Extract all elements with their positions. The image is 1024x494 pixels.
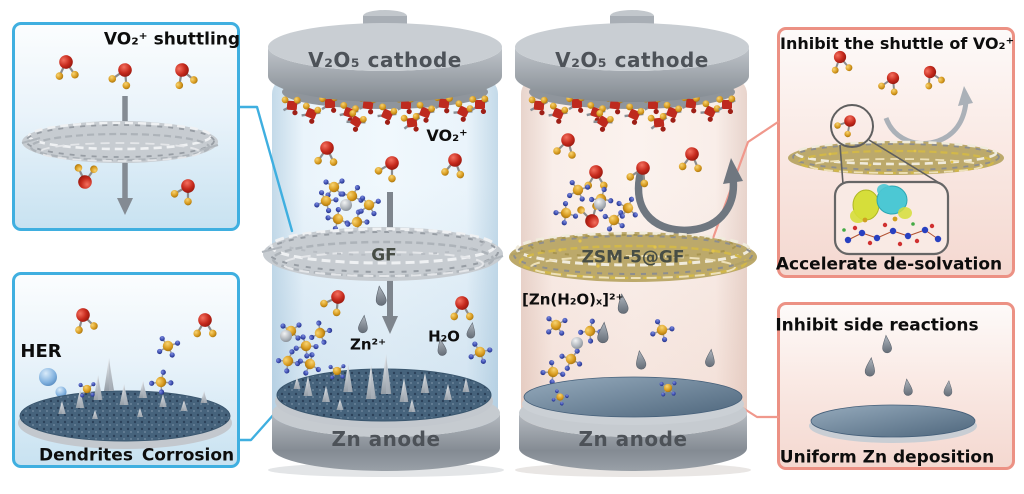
h2o-label: H₂O: [428, 327, 460, 346]
v2o5-cathode-left: [268, 10, 502, 137]
gf-separator: [261, 227, 504, 281]
inhibit-shuttle-title: Inhibit the shuttle of VO₂⁺: [779, 34, 1015, 53]
accelerate-desolvation-caption: Accelerate de-solvation: [775, 254, 1003, 275]
left-cell: [261, 10, 504, 477]
anode-label-left: Zn anode: [331, 427, 441, 451]
bounce-back-arrow-small: [883, 86, 973, 146]
dendrites-label: Dendrites: [39, 445, 133, 466]
ions-bottomleft-panel: [65, 304, 219, 399]
cathode-label-right: V₂O₅ cathode: [555, 48, 709, 72]
vo2-shuttling-illustration: [21, 51, 219, 215]
deposition-droplets-panel: [864, 334, 954, 397]
magnifier: [830, 104, 942, 185]
cathode-label-left: V₂O₅ cathode: [308, 48, 462, 72]
uniform-zn-deposition-caption: Uniform Zn deposition: [779, 447, 995, 468]
uniform-deposition-illustration: [809, 334, 977, 443]
inhibit-side-reactions-title: Inhibit side reactions: [775, 315, 979, 336]
zsm5-gf-separator: [509, 231, 757, 282]
v2o5-cathode-right: [515, 10, 749, 137]
vo2-ions-topright-panel: [824, 47, 948, 97]
gf-disc-small: [21, 121, 219, 163]
right-cell: [509, 10, 757, 477]
anode-label-right: Zn anode: [578, 427, 688, 451]
her-bubbles: [39, 368, 67, 398]
inhibit-shuttle-illustration: [788, 47, 1004, 256]
zn-ion-label: Zn²⁺: [349, 335, 387, 354]
uniform-zn-disc-small: [809, 404, 977, 443]
migration-arrow-head: [382, 316, 398, 334]
her-label: HER: [20, 341, 62, 362]
dendritic-zn-surface: [275, 368, 493, 428]
vo2-shuttling-title: VO₂⁺ shuttling: [103, 29, 241, 50]
dendrites-corrosion-illustration: [18, 304, 232, 449]
corroded-zn-surface: [18, 390, 232, 449]
vo2-ion-label: VO₂⁺: [426, 126, 468, 145]
uniform-zn-surface: [522, 376, 744, 425]
shuttle-blocked-arrow: [634, 158, 743, 235]
desolvation-dft-inset: [833, 180, 950, 256]
zsm5-gf-separator-label: ZSM-5@GF: [581, 247, 685, 268]
connector-topleft-to-gf: [238, 105, 294, 233]
solvated-zn-label: [Zn(H₂O)ₓ]²⁺: [522, 290, 624, 309]
shuttle-arrow-head: [117, 198, 133, 215]
corrosion-label: Corrosion: [141, 445, 235, 466]
zsm5-gf-disc-small: [788, 140, 1004, 175]
gf-separator-label: GF: [371, 245, 397, 266]
